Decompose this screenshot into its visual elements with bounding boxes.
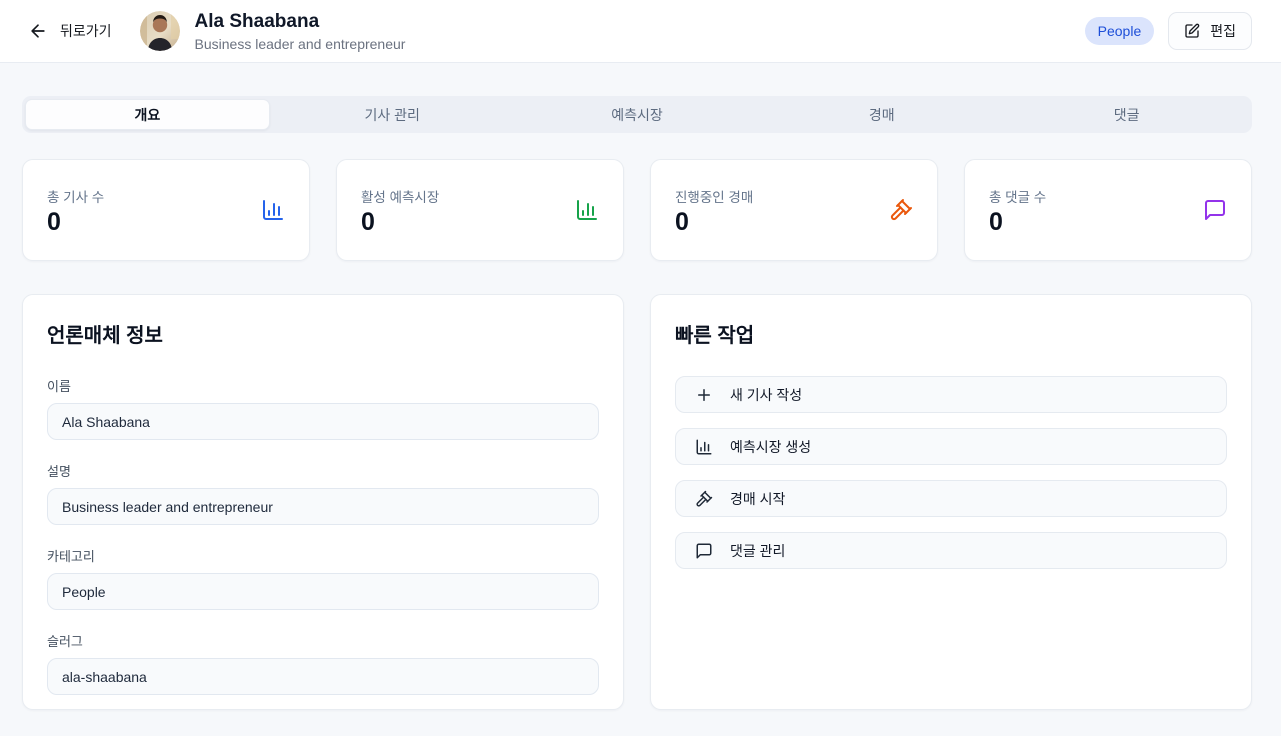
stat-card-total-articles: 총 기사 수 0 [22,159,310,261]
category-badge: People [1084,17,1155,45]
media-info-title: 언론매체 정보 [47,325,163,347]
avatar [139,11,180,51]
avatar-photo [139,11,180,51]
stat-card-ongoing-auctions: 진행중인 경매 0 [650,159,938,261]
field-label: 슬러그 [47,634,83,649]
identity-block: Ala Shaabana Business leader and entrepr… [195,10,406,53]
media-info-panel: 언론매체 정보 이름 Ala Shaabana 설명 Business lead… [22,294,624,710]
tab-overview[interactable]: 개요 [25,99,270,130]
bar-chart-icon [695,438,713,456]
stat-card-total-comments: 총 댓글 수 0 [964,159,1252,261]
stat-value: 0 [361,207,375,236]
plus-icon [695,386,713,404]
stat-card-active-markets: 활성 예측시장 0 [336,159,624,261]
stat-value: 0 [675,207,689,236]
stat-label: 활성 예측시장 [361,189,440,205]
quick-actions-title: 빠른 작업 [675,325,755,347]
message-icon [1203,198,1227,222]
stat-label: 총 댓글 수 [989,189,1047,205]
tab-articles[interactable]: 기사 관리 [270,99,515,130]
arrow-left-icon [28,21,48,41]
start-auction-button[interactable]: 경매 시작 [675,480,1227,517]
field-label: 카테고리 [47,549,95,564]
gavel-icon [889,198,913,222]
bar-chart-icon [261,198,285,222]
edit-pen-icon [1184,23,1200,39]
back-button[interactable]: 뒤로가기 [28,21,112,41]
field-description: 설명 Business leader and entrepreneur [47,461,599,525]
new-article-button[interactable]: 새 기사 작성 [675,376,1227,413]
stat-label: 총 기사 수 [47,189,105,205]
page-title: Ala Shaabana [194,10,320,32]
tab-comments[interactable]: 댓글 [1004,99,1249,130]
stat-value: 0 [47,207,61,236]
quick-actions-panel: 빠른 작업 새 기사 작성 예측시장 생성 경매 시작 댓글 관리 [650,294,1252,710]
field-category: 카테고리 People [47,546,599,610]
create-market-button[interactable]: 예측시장 생성 [675,428,1227,465]
page-header: 뒤로가기 Ala Shaabana Business leader and en… [0,0,1281,63]
category-field[interactable]: People [47,573,599,610]
field-label: 이름 [47,379,71,394]
name-field[interactable]: Ala Shaabana [47,403,599,440]
new-article-label: 새 기사 작성 [730,386,803,403]
tab-bar: 개요 기사 관리 예측시장 경매 댓글 [22,96,1252,133]
stats-row: 총 기사 수 0 활성 예측시장 0 진행중인 경매 0 총 댓글 수 0 [22,159,1252,261]
field-slug: 슬러그 ala-shaabana [47,631,599,695]
field-name: 이름 Ala Shaabana [47,376,599,440]
stat-value: 0 [989,207,1003,236]
edit-button[interactable]: 편집 [1168,12,1252,50]
back-button-label: 뒤로가기 [60,23,112,39]
create-market-label: 예측시장 생성 [730,438,812,455]
manage-comments-button[interactable]: 댓글 관리 [675,532,1227,569]
bar-chart-icon [575,198,599,222]
message-icon [695,542,713,560]
edit-button-label: 편집 [1210,23,1236,39]
main-content: 개요 기사 관리 예측시장 경매 댓글 총 기사 수 0 활성 예측시장 0 진… [22,96,1252,710]
manage-comments-label: 댓글 관리 [730,542,786,559]
field-label: 설명 [47,464,71,479]
tab-prediction-markets[interactable]: 예측시장 [515,99,760,130]
gavel-icon [695,490,713,508]
page-subtitle: Business leader and entrepreneur [194,36,406,53]
description-field[interactable]: Business leader and entrepreneur [47,488,599,525]
stat-label: 진행중인 경매 [675,189,754,205]
slug-field[interactable]: ala-shaabana [47,658,599,695]
tab-auctions[interactable]: 경매 [759,99,1004,130]
start-auction-label: 경매 시작 [730,490,786,507]
